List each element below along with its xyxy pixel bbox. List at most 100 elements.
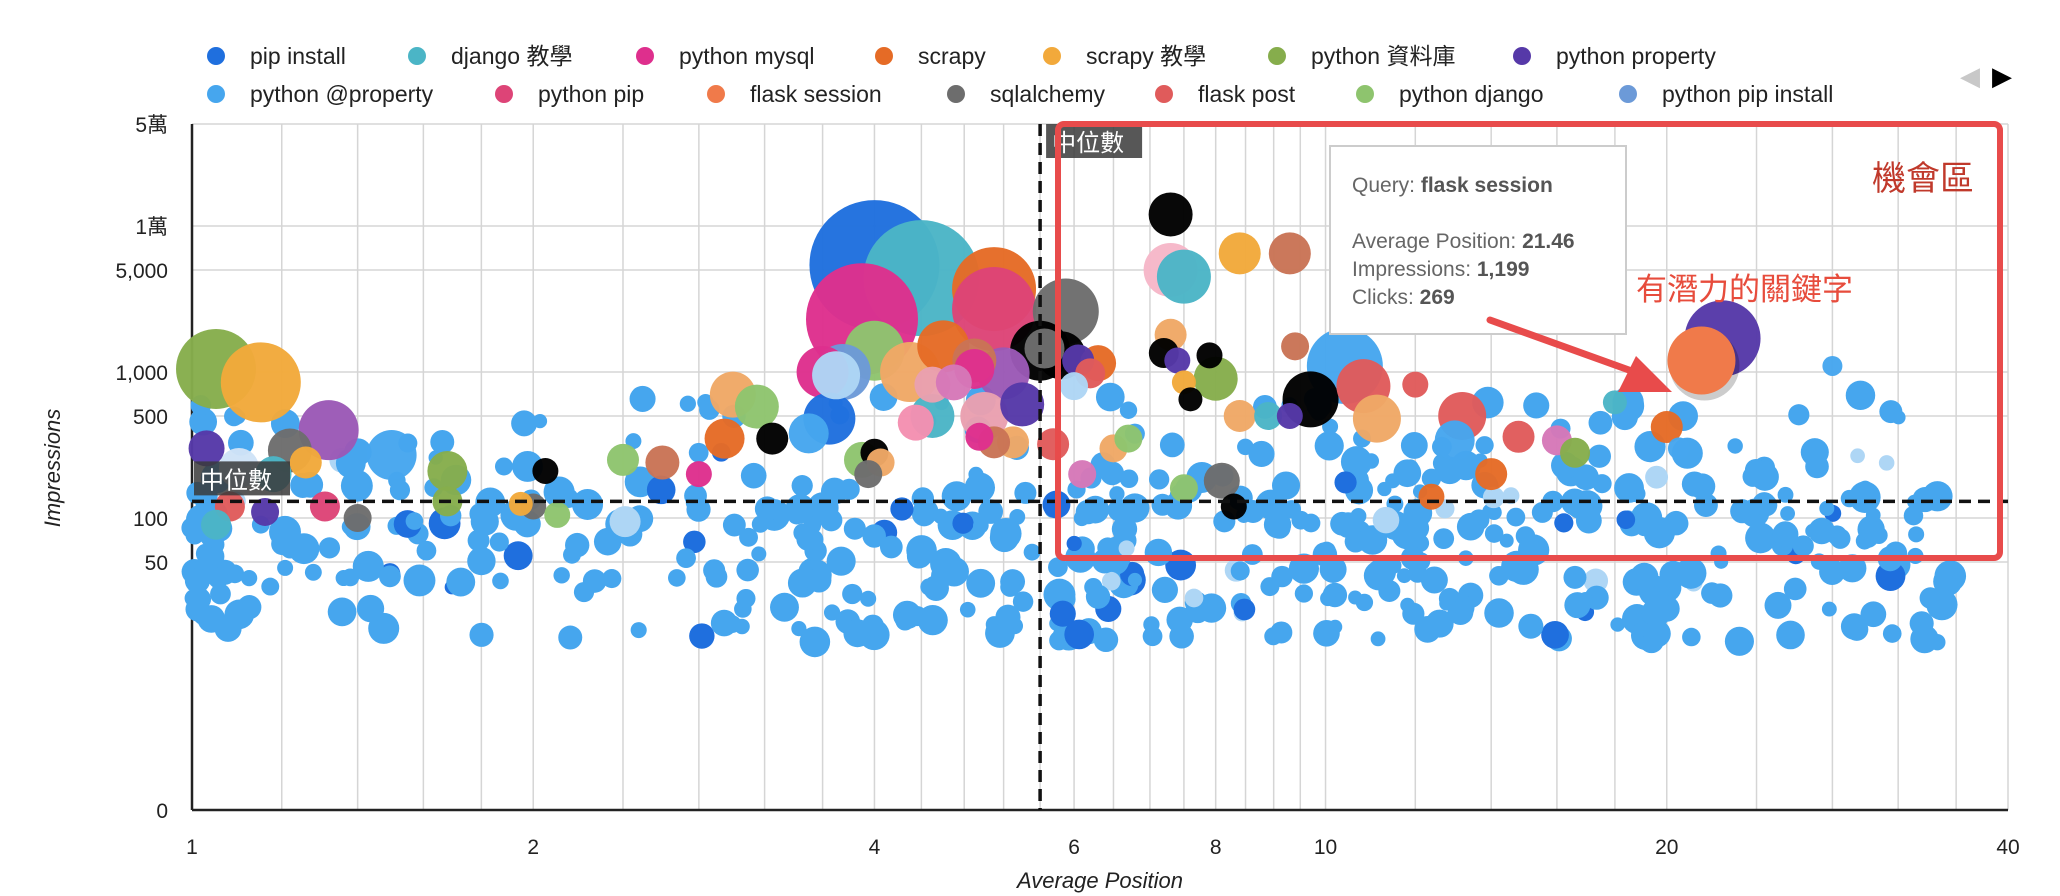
- bubble-point[interactable]: [1821, 601, 1837, 617]
- bubble-point[interactable]: [1151, 576, 1178, 603]
- bubble-point[interactable]: [609, 506, 641, 538]
- bubble-point[interactable]: [1193, 356, 1238, 401]
- bubble-point[interactable]: [736, 588, 756, 609]
- bubble-point[interactable]: [241, 570, 258, 587]
- bubble-point[interactable]: [1764, 591, 1792, 619]
- bubble-point[interactable]: [1616, 510, 1636, 530]
- bubble-point[interactable]: [722, 513, 746, 537]
- bubble-point[interactable]: [1370, 631, 1386, 647]
- bubble-point[interactable]: [210, 583, 231, 605]
- bubble-point[interactable]: [1254, 401, 1283, 430]
- bubble-point[interactable]: [646, 475, 676, 505]
- bubble-point[interactable]: [1564, 592, 1591, 619]
- bubble-point[interactable]: [1643, 619, 1671, 648]
- bubble-point[interactable]: [1014, 481, 1037, 504]
- bubble-point[interactable]: [688, 442, 709, 463]
- bubble-point[interactable]: [1858, 527, 1879, 548]
- bubble-point[interactable]: [838, 478, 860, 500]
- bubble-point[interactable]: [1196, 342, 1223, 369]
- bubble-point[interactable]: [645, 445, 680, 480]
- bubble-point[interactable]: [1908, 526, 1925, 543]
- bubble-point[interactable]: [1907, 494, 1922, 509]
- bubble-point[interactable]: [1093, 627, 1119, 653]
- bubble-point[interactable]: [1402, 459, 1419, 476]
- bubble-point[interactable]: [1523, 392, 1550, 419]
- bubble-point[interactable]: [1502, 420, 1535, 453]
- bubble-point[interactable]: [1777, 486, 1794, 503]
- bubble-point[interactable]: [1230, 561, 1250, 581]
- bubble-point[interactable]: [703, 559, 726, 582]
- bubble-point[interactable]: [668, 569, 686, 587]
- bubble-point[interactable]: [890, 497, 914, 521]
- bubble-point[interactable]: [290, 472, 316, 498]
- bubble-point[interactable]: [906, 543, 932, 569]
- bubble-point[interactable]: [416, 540, 437, 561]
- bubble-point[interactable]: [467, 546, 496, 576]
- bubble-point[interactable]: [1064, 619, 1094, 650]
- bubble-point[interactable]: [1475, 436, 1494, 455]
- bubble-point[interactable]: [405, 512, 424, 530]
- bubble-point[interactable]: [1434, 420, 1475, 461]
- bubble-point[interactable]: [740, 462, 767, 489]
- bubble-point[interactable]: [1060, 372, 1089, 401]
- bubble-point[interactable]: [1845, 380, 1876, 411]
- bubble-point[interactable]: [1357, 525, 1388, 555]
- bubble-point[interactable]: [1127, 572, 1142, 587]
- bubble-point[interactable]: [492, 572, 509, 590]
- bubble-point[interactable]: [704, 418, 745, 459]
- bubble-point[interactable]: [1849, 481, 1881, 514]
- bubble-point[interactable]: [1819, 500, 1835, 516]
- bubble-point[interactable]: [1320, 590, 1336, 607]
- bubble-point[interactable]: [1268, 232, 1311, 275]
- bubble-point[interactable]: [1891, 410, 1906, 425]
- bubble-point[interactable]: [1156, 249, 1211, 304]
- bubble-point[interactable]: [335, 570, 352, 587]
- bubble-point[interactable]: [511, 410, 538, 437]
- legend-item[interactable]: sqlalchemy: [947, 81, 1106, 107]
- bubble-point[interactable]: [1119, 401, 1138, 419]
- bubble-point[interactable]: [184, 568, 210, 594]
- bubble-point[interactable]: [923, 575, 949, 602]
- bubble-point[interactable]: [1792, 535, 1814, 557]
- bubble-point[interactable]: [606, 443, 639, 476]
- bubble-point[interactable]: [739, 527, 758, 547]
- bubble-point[interactable]: [1588, 410, 1613, 435]
- bubble-point[interactable]: [189, 407, 218, 436]
- bubble-point[interactable]: [1421, 468, 1442, 489]
- bubble-point[interactable]: [1114, 424, 1143, 453]
- bubble-point[interactable]: [966, 568, 996, 598]
- bubble-point[interactable]: [1348, 590, 1363, 605]
- bubble-point[interactable]: [503, 541, 533, 571]
- bubble-point[interactable]: [1107, 498, 1131, 522]
- bubble-point[interactable]: [1385, 473, 1401, 489]
- bubble-point[interactable]: [1159, 432, 1185, 458]
- bubble-point[interactable]: [751, 546, 767, 562]
- bubble-point[interactable]: [1066, 535, 1082, 552]
- bubble-point[interactable]: [289, 446, 322, 479]
- bubble-point[interactable]: [1484, 598, 1514, 628]
- bubble-point[interactable]: [1023, 543, 1041, 561]
- bubble-point[interactable]: [489, 532, 509, 552]
- legend-next-icon[interactable]: ▶: [1992, 62, 2012, 92]
- bubble-point[interactable]: [378, 565, 401, 588]
- bubble-point[interactable]: [930, 548, 962, 580]
- bubble-point[interactable]: [973, 517, 989, 534]
- bubble-point[interactable]: [309, 491, 340, 522]
- bubble-point[interactable]: [298, 400, 359, 461]
- bubble-point[interactable]: [565, 532, 590, 558]
- bubble-point[interactable]: [389, 480, 411, 501]
- bubble-point[interactable]: [812, 351, 861, 400]
- bubble-point[interactable]: [843, 517, 866, 540]
- bubble-point[interactable]: [1506, 507, 1526, 527]
- bubble-point[interactable]: [1650, 411, 1683, 444]
- bubble-point[interactable]: [854, 460, 883, 489]
- bubble-point[interactable]: [1012, 591, 1034, 612]
- bubble-point[interactable]: [427, 450, 468, 491]
- bubble-point[interactable]: [1926, 589, 1958, 621]
- bubble-point[interactable]: [271, 532, 294, 556]
- legend-item[interactable]: scrapy: [875, 43, 986, 69]
- highlight-bubble[interactable]: [1667, 326, 1736, 395]
- bubble-point[interactable]: [1048, 557, 1068, 577]
- bubble-point[interactable]: [327, 597, 357, 627]
- bubble-point[interactable]: [679, 395, 696, 412]
